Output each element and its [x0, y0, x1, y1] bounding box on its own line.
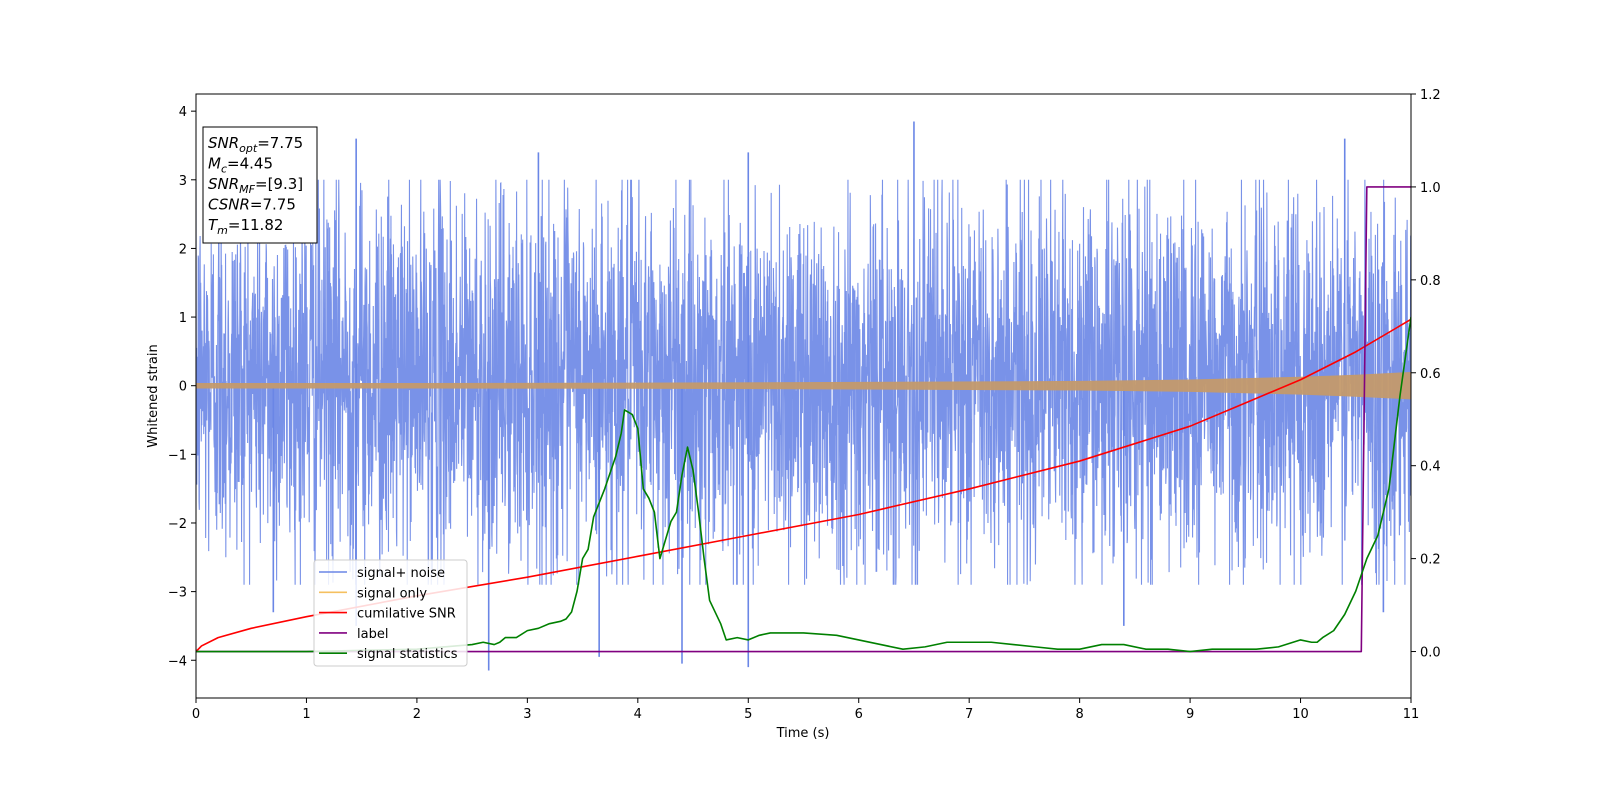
- y-tick-label: 0: [179, 380, 187, 395]
- legend: signal+ noise signal only cumilative SNR la…: [313, 559, 468, 667]
- legend-label: cumilative SNR: [357, 607, 456, 622]
- signal-only-series: [196, 371, 1411, 400]
- x-axis: 0 1 2 3 4 5 6 7 8 9 10 11: [192, 698, 1419, 722]
- y-tick-label: −4: [168, 654, 187, 669]
- legend-label: signal statistics: [357, 647, 458, 662]
- annotation-value: =7.75: [257, 134, 303, 152]
- annotation-frame: [202, 126, 318, 244]
- y-tick-label: 2: [179, 242, 187, 257]
- annotation-line: SNRopt=7.75: [208, 134, 303, 155]
- legend-label: signal only: [357, 586, 427, 601]
- y-tick-label: 3: [179, 174, 187, 189]
- annotation-subscript: opt: [239, 142, 258, 155]
- y-tick-label: −2: [168, 517, 187, 532]
- y2-tick-label: 1.2: [1420, 88, 1441, 103]
- plot-area: [195, 93, 1412, 699]
- y-tick-label: 4: [179, 105, 187, 120]
- y-axis-label: Whitened strain: [146, 344, 161, 447]
- annotation-symbol: SNR: [208, 175, 239, 193]
- x-axis-label: Time (s): [776, 726, 830, 741]
- legend-frame: [313, 559, 468, 667]
- x-tick-label: 5: [744, 707, 752, 722]
- annotation-value: =4.45: [227, 155, 273, 173]
- legend-label: label: [357, 627, 388, 642]
- annotation-subscript: m: [217, 224, 228, 237]
- annotation-symbol: SNR: [208, 134, 239, 152]
- annotation-line: SNRMF=[9.3]: [208, 175, 303, 196]
- y2-tick-label: 0.2: [1420, 553, 1441, 568]
- label-line: [196, 186, 1411, 653]
- y-axis-right: 0.0 0.2 0.4 0.6 0.8 1.0 1.2: [1411, 88, 1441, 661]
- x-tick-label: 10: [1292, 707, 1309, 722]
- y2-tick-label: 0.6: [1420, 367, 1441, 382]
- x-tick-label: 11: [1403, 707, 1420, 722]
- y-tick-label: −1: [168, 448, 187, 463]
- annotation-line: Tm=11.82: [208, 216, 283, 237]
- x-tick-label: 6: [855, 707, 863, 722]
- y-tick-label: 1: [179, 311, 187, 326]
- y2-tick-label: 0.4: [1420, 460, 1441, 475]
- annotation-symbol: T: [208, 216, 219, 234]
- annotation-value: =11.82: [228, 216, 284, 234]
- y2-tick-label: 1.0: [1420, 181, 1441, 196]
- x-tick-label: 4: [634, 707, 642, 722]
- annotation-value: =7.75: [250, 196, 296, 214]
- signal-statistics-line: [196, 316, 1411, 653]
- plot-frame: [195, 93, 1412, 699]
- x-tick-label: 3: [523, 707, 531, 722]
- y2-tick-label: 0.8: [1420, 274, 1441, 289]
- x-tick-label: 1: [302, 707, 310, 722]
- x-tick-label: 0: [192, 707, 200, 722]
- annotation-line: Mc=4.45: [208, 155, 273, 176]
- y-tick-label: −3: [168, 586, 187, 601]
- y-axis-left: −4 −3 −2 −1 0 1 2 3 4: [168, 105, 196, 669]
- right-axis-series: [196, 186, 1411, 653]
- annotation-symbol: M: [208, 155, 221, 173]
- cumilative-snr-line: [196, 318, 1411, 653]
- annotation-symbol: CSNR: [208, 196, 250, 214]
- signal-only-band: [196, 371, 1411, 400]
- annotation-box: SNRopt=7.75Mc=4.45SNRMF=[9.3]CSNR=7.75Tm…: [202, 126, 318, 244]
- x-tick-label: 9: [1186, 707, 1194, 722]
- legend-label: signal+ noise: [357, 566, 445, 581]
- y2-tick-label: 0.0: [1420, 646, 1441, 661]
- annotation-subscript: MF: [239, 183, 255, 196]
- x-tick-label: 2: [413, 707, 421, 722]
- x-tick-label: 8: [1075, 707, 1083, 722]
- annotation-value: =[9.3]: [255, 175, 303, 193]
- x-tick-label: 7: [965, 707, 973, 722]
- annotation-line: CSNR=7.75: [208, 196, 296, 214]
- annotation-subscript: c: [221, 163, 227, 176]
